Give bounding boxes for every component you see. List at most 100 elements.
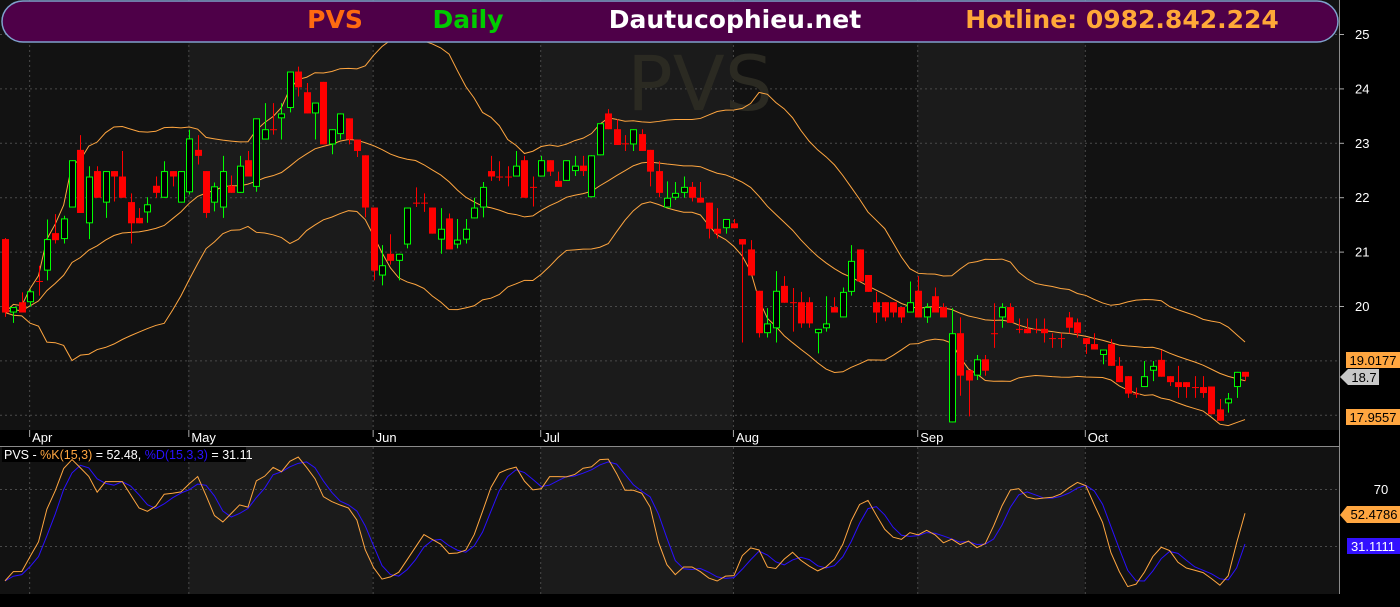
candle-up: [823, 296, 830, 332]
candle-body: [513, 165, 520, 177]
candle-up: [404, 207, 411, 249]
candle-down: [890, 302, 897, 318]
candle-body: [748, 249, 755, 276]
candle-up: [337, 113, 344, 140]
candle-down: [1208, 386, 1215, 415]
candle-body: [86, 176, 93, 224]
candle-down: [270, 103, 277, 135]
candle-up: [27, 289, 34, 307]
candle-down: [605, 109, 612, 130]
candle-body: [463, 228, 470, 240]
candle-body: [387, 253, 394, 261]
candle-body: [379, 265, 386, 276]
month-band: [917, 0, 1085, 430]
candle-body: [471, 207, 478, 219]
candle-body: [614, 129, 621, 145]
candle-body: [1225, 398, 1232, 404]
candle-body: [111, 171, 118, 177]
candle-down: [1125, 376, 1132, 398]
candle-body: [1175, 382, 1182, 388]
candle-up: [10, 307, 17, 323]
candle-down: [52, 214, 59, 244]
candle-body: [195, 149, 202, 156]
candle-body: [438, 228, 445, 240]
candle-down: [555, 171, 562, 187]
candle-body: [1041, 328, 1048, 334]
candle-body: [1150, 365, 1157, 371]
month-band: [188, 0, 373, 430]
candle-body: [1242, 371, 1249, 377]
candle-body: [19, 302, 26, 313]
month-label: Apr: [32, 430, 53, 445]
candle-down: [413, 187, 420, 207]
candle-body: [580, 165, 587, 172]
upper-band-tag: 19.0177: [1346, 352, 1400, 368]
candle-down: [36, 265, 43, 296]
candle-up: [312, 102, 319, 140]
candle-body: [924, 307, 931, 318]
candle-body: [999, 307, 1006, 318]
candle-body: [1074, 322, 1081, 334]
candle-body: [890, 302, 897, 313]
candle-down: [1200, 376, 1207, 398]
candle-body: [756, 290, 763, 334]
candle-body: [429, 207, 436, 234]
candle-down: [898, 307, 905, 323]
month-label: Oct: [1088, 430, 1109, 445]
legend-prefix: PVS -: [4, 448, 40, 462]
candle-body: [312, 102, 319, 114]
candle-body: [253, 118, 260, 187]
price-tick-label: 24: [1355, 81, 1369, 96]
candle-up: [211, 182, 218, 212]
candle-down: [915, 276, 922, 318]
candle-body: [61, 218, 68, 240]
site-label: Dautucophieu.net: [609, 5, 861, 34]
candle-body: [278, 113, 285, 119]
candle-up: [974, 354, 981, 380]
candle-down: [580, 155, 587, 176]
candle-down: [831, 297, 838, 313]
candle-down: [1074, 318, 1081, 338]
lower-band-tag: 17.9557: [1346, 409, 1400, 425]
price-axis: [1340, 0, 1400, 607]
candle-body: [1217, 409, 1224, 421]
candle-up: [630, 129, 637, 151]
candle-down: [77, 135, 84, 213]
candle-body: [220, 171, 227, 208]
candle-down: [521, 155, 528, 198]
candle-down: [136, 208, 143, 224]
candles: [2, 66, 1249, 423]
candle-body: [656, 171, 663, 193]
candle-body: [170, 171, 177, 177]
candle-down: [153, 176, 160, 198]
month-band: [372, 447, 541, 594]
candle-down: [119, 150, 126, 198]
candle-body: [572, 165, 579, 172]
candle-down: [1007, 303, 1014, 323]
candle-body: [957, 333, 964, 376]
candle-down: [1175, 365, 1182, 398]
lower-band-value: 17.9557: [1350, 410, 1397, 425]
candle-up: [672, 181, 679, 200]
candle-body: [354, 139, 361, 151]
candle-body: [873, 302, 880, 313]
candle-body: [1208, 386, 1215, 415]
stoch-legend: PVS - %K(15,3) = 52.48, %D(15,3,3) = 31.…: [4, 448, 253, 462]
candle-down: [991, 303, 998, 348]
candle-down: [706, 202, 713, 239]
candle-body: [1083, 338, 1090, 345]
candle-down: [1192, 376, 1199, 398]
candle-down: [940, 303, 947, 318]
candle-body: [815, 328, 822, 334]
month-label: May: [191, 430, 216, 445]
k-value: 52.4786: [1351, 507, 1398, 522]
candle-body: [521, 160, 528, 198]
candle-up: [924, 303, 931, 323]
candle-body: [907, 302, 914, 313]
candle-up: [262, 103, 269, 140]
upper-band-value: 19.0177: [1350, 353, 1397, 368]
candle-down: [966, 370, 973, 417]
candle-down: [320, 81, 327, 145]
candle-body: [488, 171, 495, 177]
